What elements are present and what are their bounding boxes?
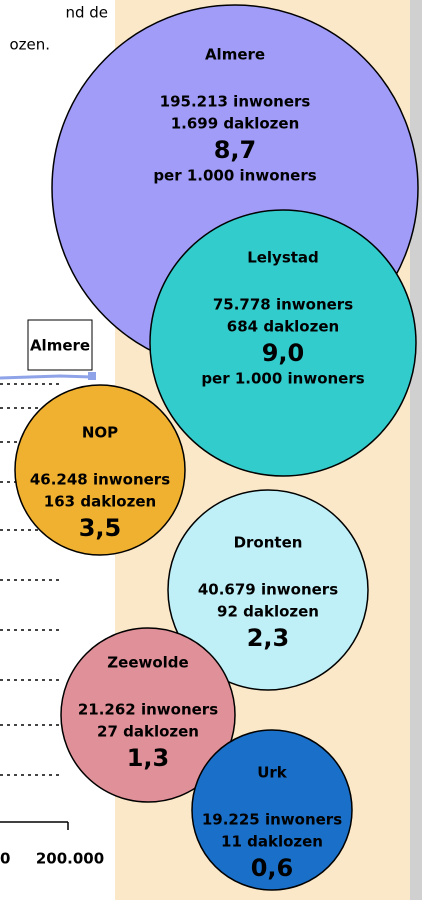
- bubble-line: 11 daklozen: [221, 833, 323, 851]
- bubble-line: 163 daklozen: [44, 493, 156, 511]
- bubble-circle: [191, 729, 353, 891]
- bubble-name: Urk: [257, 764, 288, 782]
- bubble-circle: [60, 627, 236, 803]
- label-box: [27, 319, 93, 371]
- series-line: [0, 374, 93, 380]
- bubble-rate: 8,7: [214, 136, 257, 164]
- label-box-text: Almere: [30, 337, 90, 355]
- bubble-line: 40.679 inwoners: [198, 581, 338, 599]
- bubble-rate: 1,3: [127, 744, 170, 772]
- bubble-line: 1.699 daklozen: [171, 115, 300, 133]
- bubble-rate: 3,5: [79, 514, 122, 542]
- bubble-line: 75.778 inwoners: [213, 296, 353, 314]
- bubble-unit: per 1.000 inwoners: [153, 167, 316, 185]
- bubble-circle: [149, 209, 417, 477]
- bubble-rate: 2,3: [247, 624, 290, 652]
- bubble-name: NOP: [82, 424, 118, 442]
- bubble: Dronten 40.679 inwoners 92 daklozen 2,3: [167, 489, 369, 691]
- bubble-circle: [14, 384, 186, 556]
- bubble-circle: [167, 489, 369, 691]
- intro-text: nd de: [65, 4, 108, 22]
- bubble-name: Zeewolde: [107, 654, 188, 672]
- bubble-unit: per 1.000 inwoners: [201, 370, 364, 388]
- bubble-line: 195.213 inwoners: [160, 93, 311, 111]
- bubble-line: 19.225 inwoners: [202, 811, 342, 829]
- bubble-name: Dronten: [234, 534, 303, 552]
- scroll-strip: [410, 0, 422, 900]
- bubble-rate: 9,0: [262, 339, 305, 367]
- bubble-name: Almere: [205, 46, 265, 64]
- bubble: Zeewolde 21.262 inwoners 27 daklozen 1,3: [60, 627, 236, 803]
- bubble: Urk 19.225 inwoners 11 daklozen 0,6: [191, 729, 353, 891]
- intro-text: ozen.: [9, 36, 50, 54]
- bubble: Lelystad 75.778 inwoners 684 daklozen 9,0 pe…: [149, 209, 417, 477]
- x-tick-label: 00: [0, 850, 10, 868]
- bubble-line: 27 daklozen: [97, 723, 199, 741]
- x-tick-label: 200.000: [36, 850, 104, 868]
- bubble-line: 684 daklozen: [227, 318, 339, 336]
- bubble-line: 46.248 inwoners: [30, 471, 170, 489]
- bubble-line: 92 daklozen: [217, 603, 319, 621]
- series-marker: [88, 372, 96, 380]
- bubble-rate: 0,6: [251, 854, 294, 882]
- bubble-line: 21.262 inwoners: [78, 701, 218, 719]
- bubble-name: Lelystad: [247, 249, 319, 267]
- bubble: NOP 46.248 inwoners 163 daklozen 3,5: [14, 384, 186, 556]
